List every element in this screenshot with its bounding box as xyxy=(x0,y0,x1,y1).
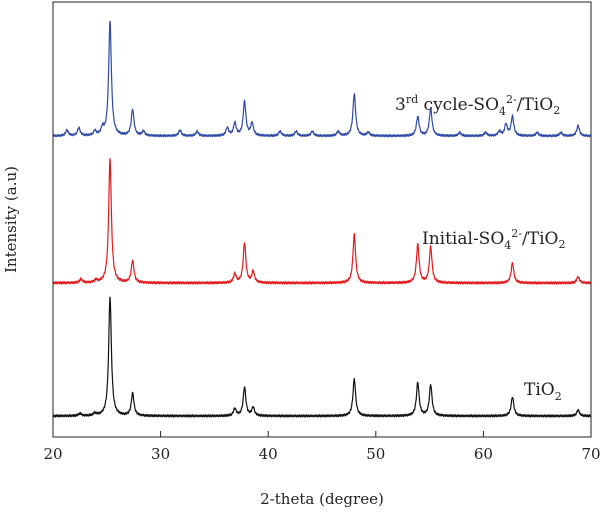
y-axis-title: Intensity (a.u) xyxy=(2,166,20,273)
x-tick-label: 50 xyxy=(366,445,385,463)
series-label-initial: Initial-SO42-/TiO2 xyxy=(422,227,565,252)
plot-frame xyxy=(52,1,592,438)
series-line-tio2 xyxy=(52,296,592,418)
x-axis-ticks: 20 30 40 50 60 70 xyxy=(43,431,600,463)
series-line-initial xyxy=(52,158,592,285)
series-labels: 3rd cycle-SO42-/TiO2 Initial-SO42-/TiO2 Ti… xyxy=(395,93,565,403)
x-tick-label: 30 xyxy=(151,445,170,463)
x-tick-label: 70 xyxy=(581,445,600,463)
series-label-third_cycle: 3rd cycle-SO42-/TiO2 xyxy=(395,93,560,118)
series-line-third_cycle xyxy=(52,20,592,138)
x-tick-label: 40 xyxy=(259,445,278,463)
series-label-tio2: TiO2 xyxy=(524,380,562,403)
x-tick-label: 60 xyxy=(474,445,493,463)
x-tick-label: 20 xyxy=(43,445,62,463)
plot-area xyxy=(52,20,592,418)
x-axis-title: 2-theta (degree) xyxy=(260,490,384,508)
